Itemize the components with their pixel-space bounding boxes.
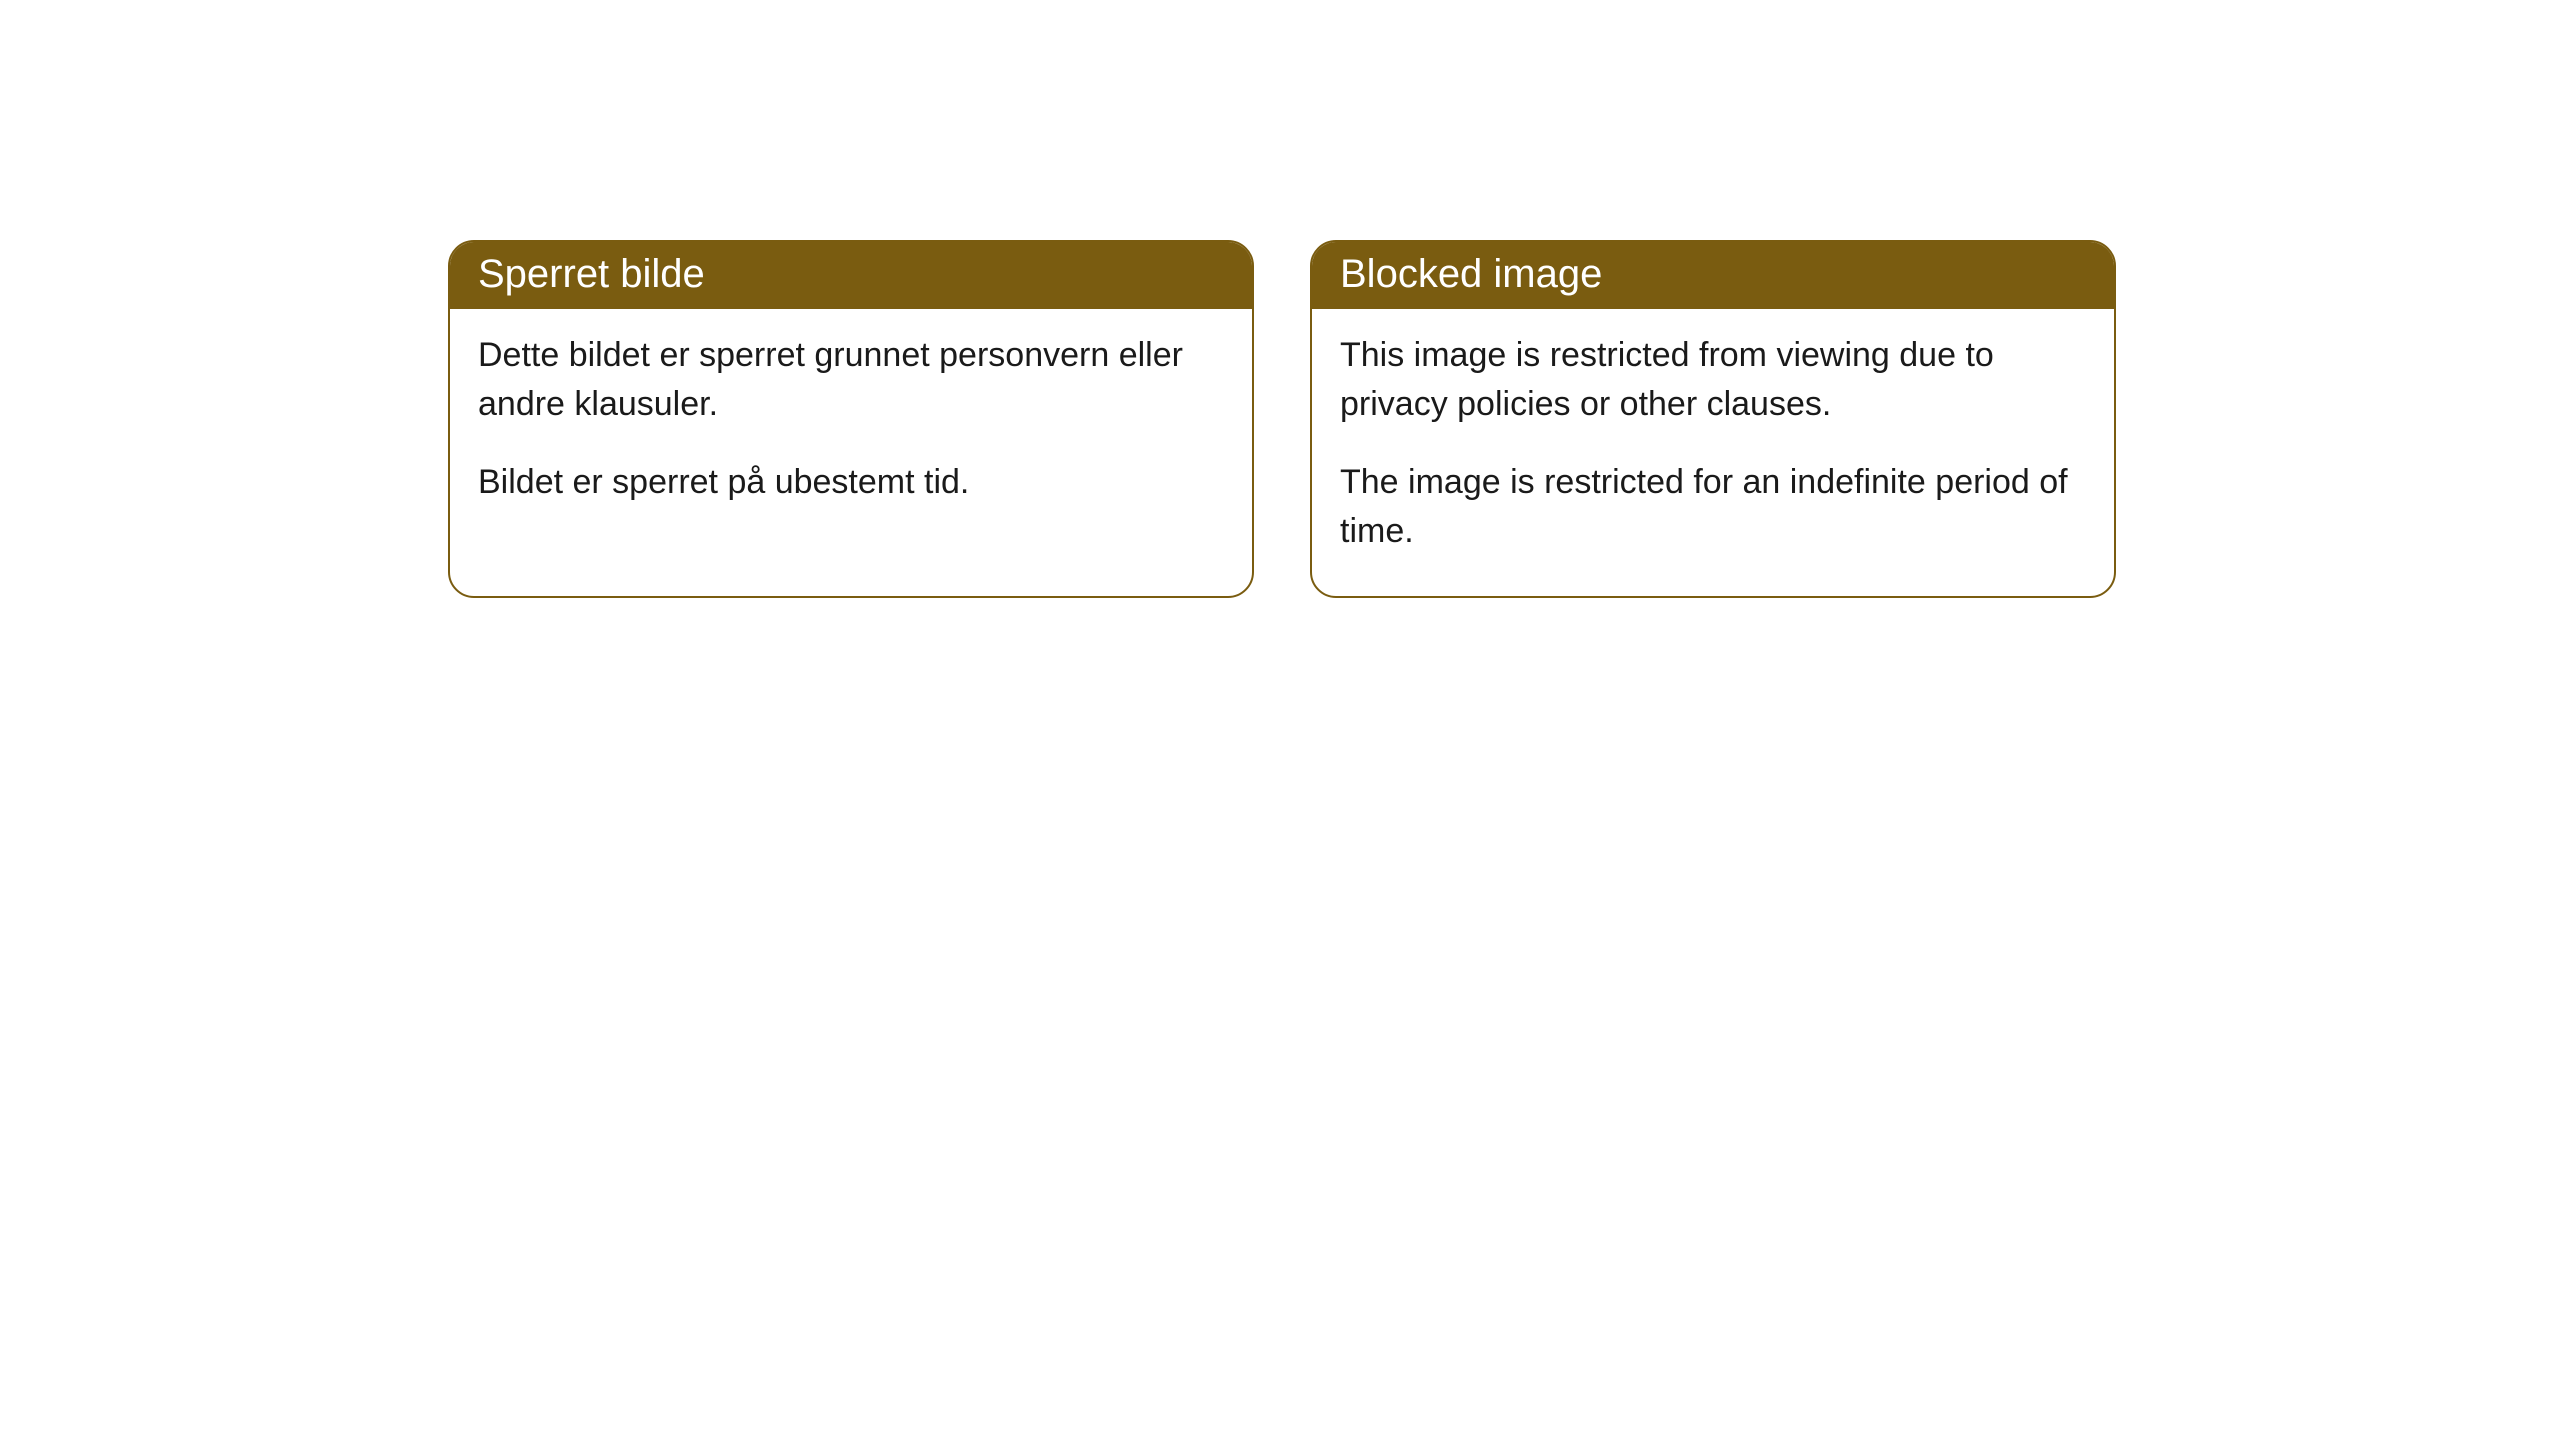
card-paragraph: The image is restricted for an indefinit… — [1340, 458, 2086, 557]
card-header: Blocked image — [1312, 242, 2114, 309]
card-title: Sperret bilde — [478, 252, 705, 296]
card-body: Dette bildet er sperret grunnet personve… — [450, 309, 1252, 547]
card-paragraph: Bildet er sperret på ubestemt tid. — [478, 458, 1224, 507]
card-header: Sperret bilde — [450, 242, 1252, 309]
card-title: Blocked image — [1340, 252, 1602, 296]
notice-card-english: Blocked image This image is restricted f… — [1310, 240, 2116, 598]
notice-cards-container: Sperret bilde Dette bildet er sperret gr… — [448, 240, 2116, 598]
notice-card-norwegian: Sperret bilde Dette bildet er sperret gr… — [448, 240, 1254, 598]
card-paragraph: Dette bildet er sperret grunnet personve… — [478, 331, 1224, 430]
card-body: This image is restricted from viewing du… — [1312, 309, 2114, 596]
card-paragraph: This image is restricted from viewing du… — [1340, 331, 2086, 430]
